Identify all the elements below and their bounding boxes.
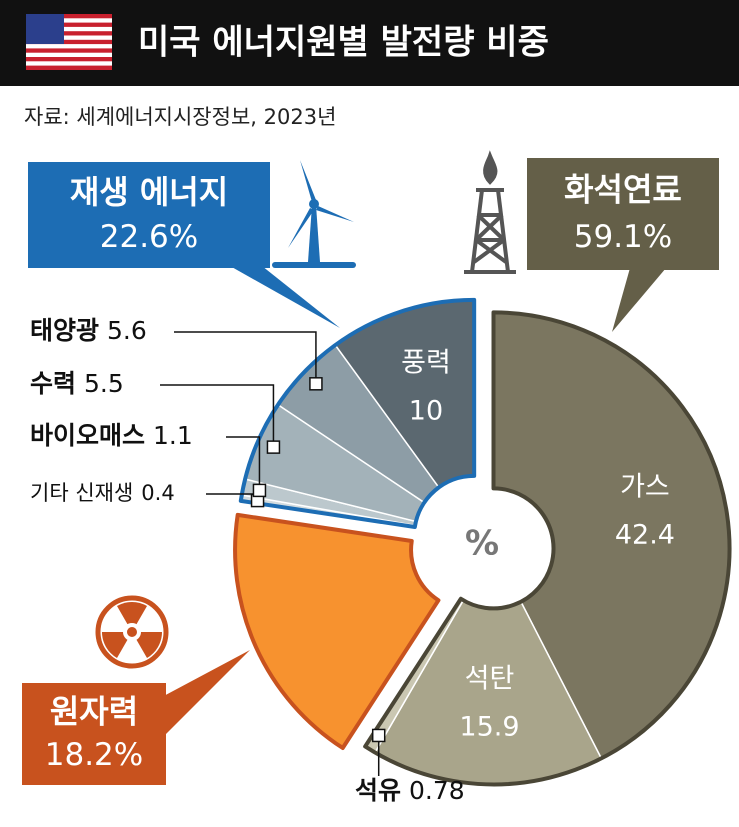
slice-label: 기타 신재생 0.4 [30,481,175,505]
callout-pointer [230,266,340,328]
group-value: 22.6% [100,219,198,255]
slice-label: 수력 5.5 [30,369,124,398]
radiation-icon [95,595,169,669]
group-name: 재생 에너지 [70,173,228,211]
callout-pointer [612,268,666,332]
group-outline [238,297,477,529]
slice-label: 석탄 [465,664,515,695]
group-name: 화석연료 [564,171,682,209]
chart-title: 미국 에너지원별 발전량 비중 [138,23,549,63]
center-label: % [465,524,499,564]
leader-marker [309,377,323,391]
slice-value: 15.9 [459,712,519,743]
leader-line [160,384,275,448]
group-box [22,683,166,785]
label-name: 바이오매스 [30,421,145,450]
callout-pointer [160,650,250,740]
label-value: 1.1 [153,421,193,450]
slice-label: 가스 [620,471,670,502]
group-value: 18.2% [45,737,143,773]
us-flag [26,14,112,70]
leader-marker [252,483,267,498]
label-value: 0.78 [409,776,465,805]
slice-value: 10 [409,395,443,426]
label-name: 태양광 [30,316,99,345]
slice-label: 태양광 5.6 [30,316,147,345]
label-name: 기타 신재생 [30,481,133,505]
leader-line [226,436,261,491]
pie [233,297,732,787]
wind-turbine-icon [272,160,356,268]
group-name: 원자력 [50,693,138,731]
group-outline [363,310,732,787]
leader-marker [266,440,281,454]
leader-marker [371,728,386,743]
leader-line [174,331,317,384]
label-value: 0.4 [141,481,174,505]
source: 자료: 세계에너지시장정보, 2023년 [24,105,336,129]
group-value: 59.1% [574,219,672,255]
slice-label: 바이오매스 1.1 [30,421,193,450]
slice-label: 석유 0.78 [355,776,465,805]
label-name: 석유 [355,776,401,805]
label-value: 5.6 [107,316,147,345]
group-outline [233,512,441,750]
group-box [28,162,270,268]
slice-value: 42.4 [615,519,675,550]
title-bar [0,0,739,86]
group-box [527,158,719,270]
slice [235,514,439,748]
slice-label: 풍력 [401,347,451,378]
label-value: 5.5 [84,369,124,398]
oil-derrick-icon [464,150,516,274]
label-name: 수력 [30,369,76,398]
